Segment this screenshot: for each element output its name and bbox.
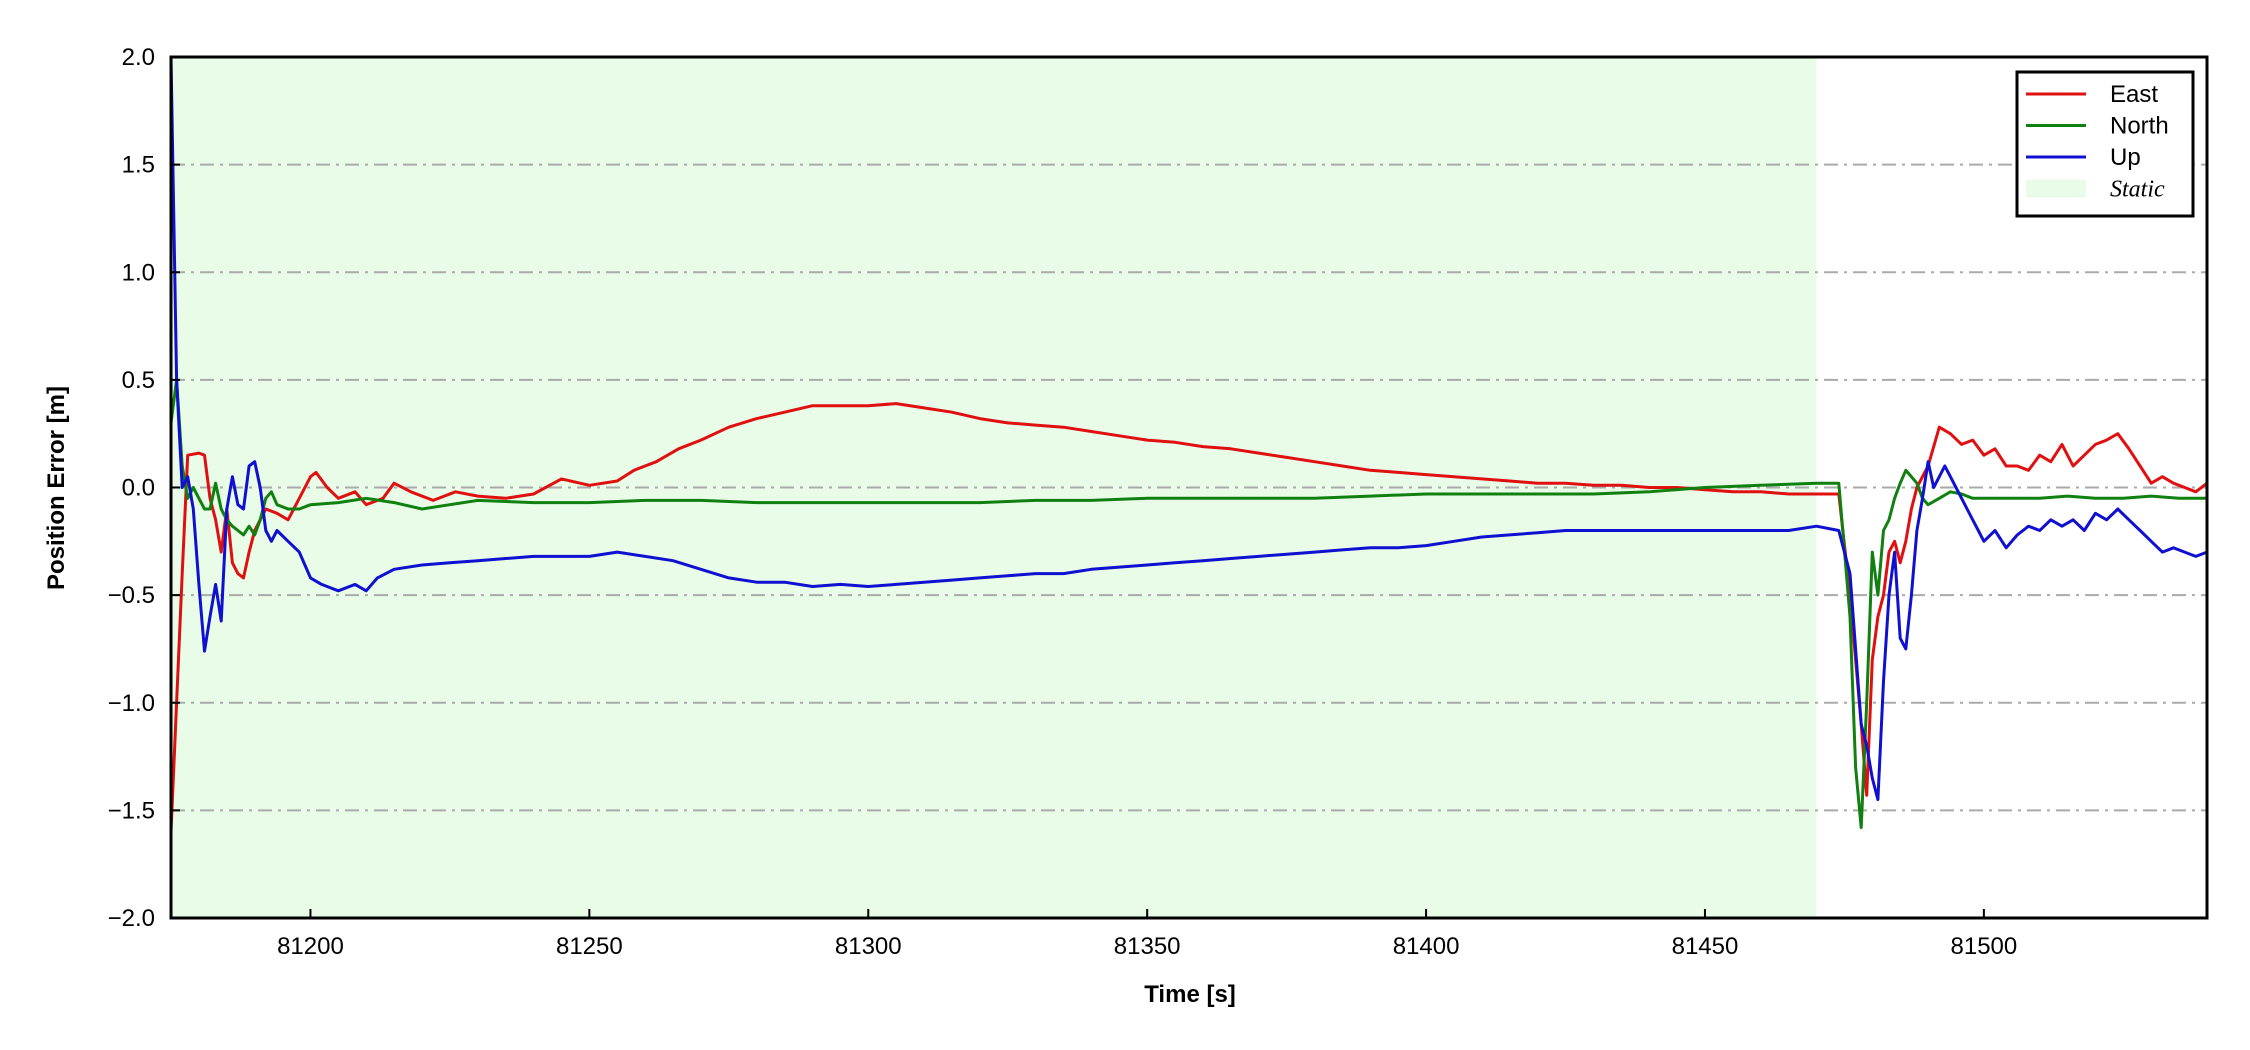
y-tick-label: 0.0 [122, 475, 155, 502]
legend-label-east: East [2110, 81, 2158, 108]
x-tick-label: 81350 [1114, 933, 1181, 960]
x-tick-label: 81450 [1672, 933, 1739, 960]
x-axis-title: Time [s] [1144, 981, 1236, 1008]
y-tick-label: −0.5 [108, 582, 155, 609]
grid [171, 163, 2207, 812]
y-tick-label: −1.5 [108, 797, 155, 824]
x-axis: 81200 81250 81300 81350 81400 81450 81500 [277, 909, 2017, 960]
x-tick-label: 81400 [1393, 933, 1460, 960]
x-tick-label: 81500 [1951, 933, 2018, 960]
y-axis-title: Position Error [m] [43, 386, 70, 590]
x-tick-label: 81200 [277, 933, 344, 960]
y-tick-label: −2.0 [108, 905, 155, 932]
series-line-up [169, 56, 2208, 802]
legend-label-static: Static [2110, 177, 2165, 203]
x-tick-label: 81250 [556, 933, 623, 960]
legend-swatch-static [2026, 179, 2086, 198]
series-line-north [169, 378, 2207, 830]
y-tick-label: 1.5 [122, 152, 155, 179]
series-group [169, 56, 2208, 832]
y-axis: −2.0 −1.5 −1.0 −0.5 0.0 0.5 1.0 1.5 2.0 [108, 44, 180, 932]
y-tick-label: −1.0 [108, 690, 155, 717]
legend-label-up: Up [2110, 144, 2141, 171]
series-line-east [169, 402, 2208, 832]
y-tick-label: 1.0 [122, 259, 155, 286]
y-tick-label: 2.0 [122, 44, 155, 71]
legend-label-north: North [2110, 113, 2169, 140]
legend: East North Up Static [2015, 70, 2195, 218]
y-tick-label: 0.5 [122, 367, 155, 394]
x-tick-label: 81300 [835, 933, 902, 960]
